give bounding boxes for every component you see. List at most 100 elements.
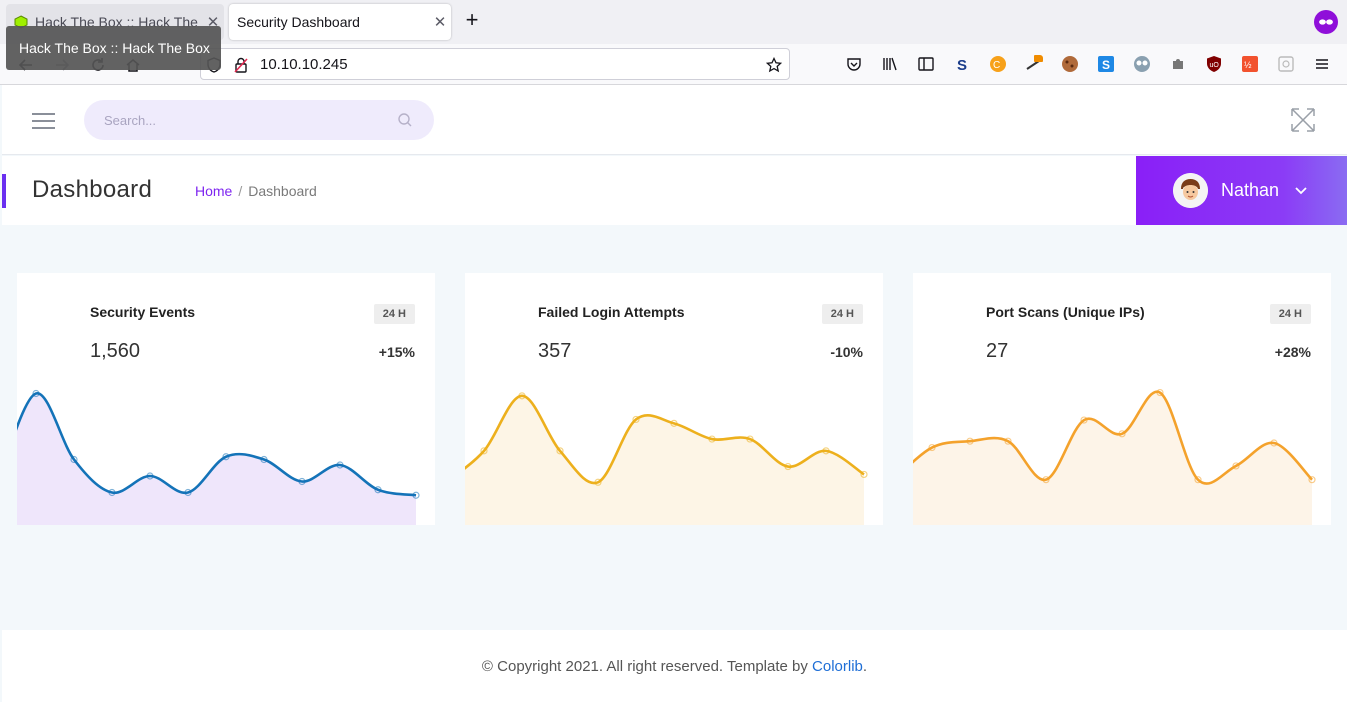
chart-point[interactable] xyxy=(336,461,344,469)
chart-point[interactable] xyxy=(1156,388,1164,397)
sidebar-icon[interactable] xyxy=(917,55,935,73)
hamburger-menu-icon[interactable] xyxy=(32,113,55,129)
chart-point[interactable] xyxy=(32,389,40,398)
chart-point[interactable] xyxy=(1118,430,1126,438)
extension-s-icon[interactable]: S xyxy=(953,55,971,73)
new-tab-button[interactable]: + xyxy=(465,7,479,32)
chart-point[interactable] xyxy=(1232,462,1240,470)
extension-cookie-icon[interactable]: C xyxy=(989,55,1007,73)
insecure-lock-icon[interactable] xyxy=(232,56,250,74)
chart-point[interactable] xyxy=(632,415,640,424)
top-header: Search... xyxy=(2,85,1347,155)
chart-point[interactable] xyxy=(480,447,488,455)
breadcrumb: Home / Dashboard xyxy=(195,183,317,199)
svg-text:uO: uO xyxy=(1210,62,1220,69)
card-delta: -10% xyxy=(830,344,863,360)
card-security-events: Security Events 24 H 1,560 +15% xyxy=(17,273,435,525)
tab-security-dashboard[interactable]: Security Dashboard ✕ xyxy=(229,4,451,40)
avatar xyxy=(1173,173,1208,208)
extension-badge-icon[interactable] xyxy=(1025,55,1043,73)
svg-text:S: S xyxy=(1102,58,1110,72)
card-value: 357 xyxy=(538,340,572,362)
chart-point[interactable] xyxy=(412,491,420,499)
extension-grid-icon[interactable] xyxy=(1277,55,1295,73)
card-value: 1,560 xyxy=(90,340,141,362)
card-period-badge: 24 H xyxy=(821,304,863,324)
chart-point[interactable] xyxy=(1080,416,1088,424)
chart-point[interactable] xyxy=(518,392,526,400)
breadcrumb-separator: / xyxy=(238,183,243,199)
port-scans-chart xyxy=(913,388,1316,525)
tab-title: Security Dashboard xyxy=(237,14,360,30)
chart-point[interactable] xyxy=(1270,439,1278,447)
breadcrumb-current: Dashboard xyxy=(248,183,317,199)
page-title: Dashboard xyxy=(32,176,153,203)
wappalyzer-icon[interactable]: ½ xyxy=(1241,55,1259,73)
svg-text:C: C xyxy=(993,60,1000,71)
chart-point[interactable] xyxy=(822,447,830,455)
browser-tab-bar: Hack The Box :: Hack The Box ✕ Security … xyxy=(0,0,1347,44)
failed-login-chart xyxy=(465,392,868,525)
footer: © Copyright 2021. All right reserved. Te… xyxy=(2,630,1347,702)
ublock-icon[interactable]: uO xyxy=(1205,55,1223,73)
chart-area xyxy=(465,395,864,525)
extension-blue-s-icon[interactable]: S xyxy=(1097,55,1115,73)
chart-point[interactable] xyxy=(1042,476,1050,484)
colorlib-link[interactable]: Colorlib xyxy=(812,658,863,675)
chart-line xyxy=(913,390,1313,485)
chart-point[interactable] xyxy=(184,488,192,497)
chart-point[interactable] xyxy=(966,437,974,445)
chart-area xyxy=(913,391,1312,525)
chart-point[interactable] xyxy=(670,419,678,427)
url-bar[interactable]: 10.10.10.245 xyxy=(200,48,790,80)
pocket-icon[interactable] xyxy=(845,55,863,73)
search-placeholder: Search... xyxy=(104,112,157,128)
card-title: Port Scans (Unique IPs) xyxy=(986,304,1145,320)
tab-tooltip: Hack The Box :: Hack The Box xyxy=(6,26,221,70)
chart-point[interactable] xyxy=(928,443,936,452)
chart-point[interactable] xyxy=(594,478,602,486)
page: Search... Dashboard Home / Dashboard Natha… xyxy=(2,85,1347,702)
chart-point[interactable] xyxy=(1004,437,1012,445)
card-port-scans: Port Scans (Unique IPs) 24 H 27 +28% xyxy=(913,273,1331,525)
chart-point[interactable] xyxy=(108,488,116,497)
card-period-badge: 24 H xyxy=(373,304,415,324)
card-delta: +15% xyxy=(378,344,415,360)
chart-point[interactable] xyxy=(146,472,154,480)
chart-point[interactable] xyxy=(1308,476,1316,484)
chart-point[interactable] xyxy=(860,470,868,479)
svg-text:½: ½ xyxy=(1244,60,1252,70)
browser-nav-bar: 10.10.10.245 S C S uO ½ xyxy=(0,44,1347,85)
user-menu-button[interactable]: Nathan xyxy=(1136,156,1347,225)
card-delta: +28% xyxy=(1274,344,1311,360)
close-tab-icon[interactable]: ✕ xyxy=(433,14,447,31)
fullscreen-icon[interactable] xyxy=(1290,107,1316,133)
card-value: 27 xyxy=(986,340,1009,362)
chart-point[interactable] xyxy=(556,447,564,455)
card-period-badge: 24 H xyxy=(1269,304,1311,324)
chart-point[interactable] xyxy=(298,477,306,486)
bookmark-star-icon[interactable] xyxy=(765,56,783,74)
library-icon[interactable] xyxy=(881,55,899,73)
extension-puzzle-icon[interactable] xyxy=(1169,55,1187,73)
extension-cookie-editor-icon[interactable] xyxy=(1061,55,1079,73)
chart-line xyxy=(17,392,417,497)
search-input[interactable]: Search... xyxy=(84,100,434,140)
extension-owl-icon[interactable] xyxy=(1133,55,1151,73)
chart-point[interactable] xyxy=(222,453,230,461)
search-icon[interactable] xyxy=(397,112,413,128)
chart-point[interactable] xyxy=(260,455,268,464)
chart-point[interactable] xyxy=(784,462,792,471)
security-events-chart xyxy=(17,389,420,525)
breadcrumb-home-link[interactable]: Home xyxy=(195,183,233,199)
chart-point[interactable] xyxy=(1194,476,1202,484)
card-title: Failed Login Attempts xyxy=(538,304,685,320)
chart-point[interactable] xyxy=(708,435,716,443)
chart-point[interactable] xyxy=(70,455,78,464)
menu-icon[interactable] xyxy=(1313,55,1331,73)
chart-point[interactable] xyxy=(374,486,382,494)
chevron-down-icon xyxy=(1295,187,1307,195)
chart-point[interactable] xyxy=(746,435,754,443)
user-name: Nathan xyxy=(1221,180,1280,200)
private-browsing-icon[interactable] xyxy=(1314,10,1338,34)
